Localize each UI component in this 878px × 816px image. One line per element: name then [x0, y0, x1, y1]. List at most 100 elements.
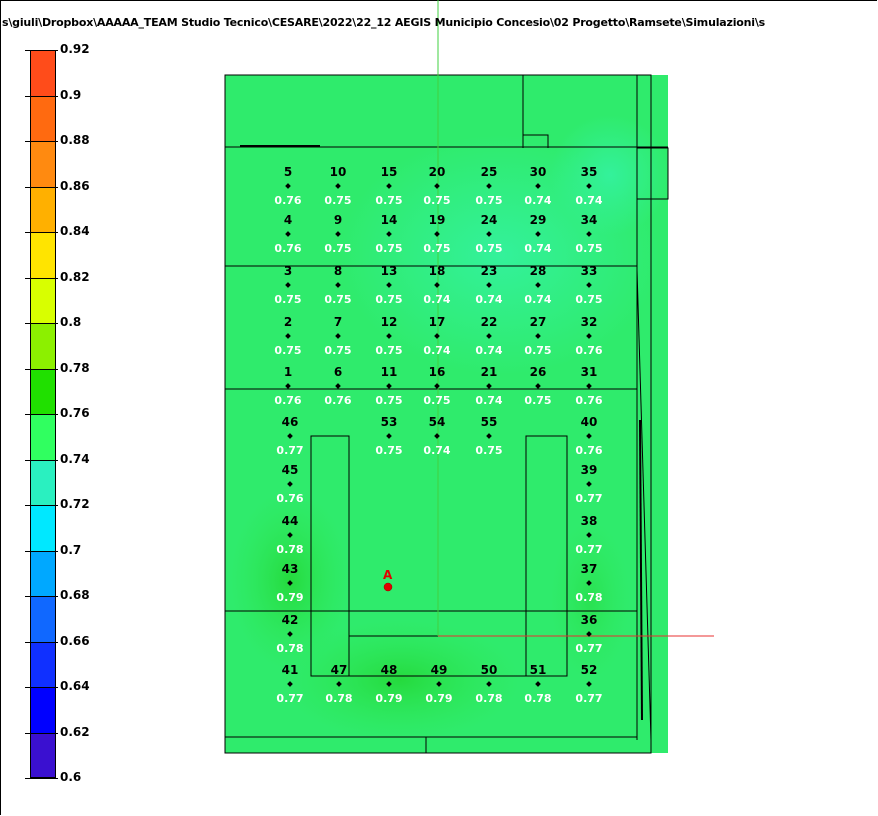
receiver-point[interactable]: 260.75: [524, 365, 551, 407]
receiver-point[interactable]: 530.75: [375, 415, 402, 457]
receiver-point[interactable]: 240.75: [475, 213, 502, 255]
receiver-dot: [386, 183, 392, 189]
legend-tick: [25, 732, 58, 734]
source-point[interactable]: [383, 582, 393, 592]
receiver-value: 0.77: [276, 692, 303, 705]
receiver-number: 55: [481, 415, 498, 429]
receiver-point[interactable]: 300.74: [524, 165, 551, 207]
receiver-number: 21: [481, 365, 498, 379]
receiver-point[interactable]: 210.74: [475, 365, 502, 407]
receiver-point[interactable]: 110.75: [375, 365, 402, 407]
receiver-dot: [336, 681, 342, 687]
receiver-point[interactable]: 540.74: [423, 415, 450, 457]
receiver-value: 0.75: [423, 394, 450, 407]
receiver-point[interactable]: 170.74: [423, 315, 450, 357]
receiver-number: 16: [429, 365, 446, 379]
receiver-point[interactable]: 140.75: [375, 213, 402, 255]
legend-label: 0.78: [60, 360, 90, 375]
receiver-number: 23: [481, 264, 498, 278]
receiver-number: 54: [429, 415, 446, 429]
receiver-point[interactable]: 500.78: [475, 663, 502, 705]
receiver-point[interactable]: 70.75: [324, 315, 351, 357]
receiver-point[interactable]: 20.75: [274, 315, 301, 357]
legend-label: 0.6: [60, 770, 82, 784]
receiver-value: 0.74: [423, 344, 450, 357]
receiver-point[interactable]: 550.75: [475, 415, 502, 457]
receiver-number: 50: [481, 663, 498, 677]
receiver-point[interactable]: 220.74: [475, 315, 502, 357]
receiver-number: 38: [581, 514, 598, 528]
receiver-dot: [335, 183, 341, 189]
receiver-number: 22: [481, 315, 498, 329]
receiver-number: 6: [334, 365, 342, 379]
receiver-point[interactable]: 130.75: [375, 264, 402, 306]
receiver-number: 29: [530, 213, 547, 227]
receiver-point[interactable]: 40.76: [274, 213, 301, 255]
receiver-point[interactable]: 480.79: [375, 663, 402, 705]
receiver-point[interactable]: 90.75: [324, 213, 351, 255]
receiver-dot: [386, 231, 392, 237]
receiver-point[interactable]: 390.77: [575, 463, 602, 505]
receiver-dot: [285, 333, 291, 339]
receiver-point[interactable]: 80.75: [324, 264, 351, 306]
receiver-point[interactable]: 120.75: [375, 315, 402, 357]
receiver-point[interactable]: 460.77: [276, 415, 303, 457]
receiver-point[interactable]: 510.78: [524, 663, 551, 705]
receiver-point[interactable]: 430.79: [276, 562, 303, 604]
receiver-number: 28: [530, 264, 547, 278]
receiver-point[interactable]: 230.74: [475, 264, 502, 306]
receiver-point[interactable]: 50.76: [274, 165, 301, 207]
legend-tick: [25, 141, 58, 142]
receiver-dot: [535, 231, 541, 237]
receiver-value: 0.78: [325, 692, 352, 705]
receiver-point[interactable]: 270.75: [524, 315, 551, 357]
receiver-point[interactable]: 470.78: [325, 663, 352, 705]
receiver-point[interactable]: 190.75: [423, 213, 450, 255]
legend-label: 0.82: [60, 269, 90, 284]
receiver-number: 35: [581, 165, 598, 179]
receiver-point[interactable]: 350.74: [575, 165, 602, 207]
receiver-point[interactable]: 450.76: [276, 463, 303, 505]
receiver-point[interactable]: 200.75: [423, 165, 450, 207]
receiver-point[interactable]: 60.76: [324, 365, 351, 407]
receiver-point[interactable]: 10.76: [274, 365, 301, 407]
receiver-value: 0.74: [423, 293, 450, 306]
receiver-point[interactable]: 250.75: [475, 165, 502, 207]
receiver-point[interactable]: 340.75: [575, 213, 602, 255]
receiver-point[interactable]: 100.75: [324, 165, 351, 207]
receiver-dot: [486, 183, 492, 189]
receiver-value: 0.76: [274, 242, 301, 255]
receiver-dot: [586, 383, 592, 389]
receiver-point[interactable]: 420.78: [276, 613, 303, 655]
receiver-point[interactable]: 360.77: [575, 613, 602, 655]
legend-tick: [25, 414, 58, 415]
receiver-value: 0.79: [425, 692, 452, 705]
receiver-point[interactable]: 310.76: [575, 365, 602, 407]
receiver-point[interactable]: 30.75: [274, 264, 301, 306]
receiver-value: 0.74: [524, 242, 551, 255]
receiver-point[interactable]: 410.77: [276, 663, 303, 705]
receiver-point[interactable]: 320.76: [575, 315, 602, 357]
legend-swatch: [30, 505, 56, 552]
receiver-value: 0.74: [524, 293, 551, 306]
receiver-point[interactable]: 490.79: [425, 663, 452, 705]
receiver-point[interactable]: 380.77: [575, 514, 602, 556]
receiver-point[interactable]: 160.75: [423, 365, 450, 407]
receiver-value: 0.78: [276, 642, 303, 655]
receiver-point[interactable]: 280.74: [524, 264, 551, 306]
receiver-dot: [285, 231, 291, 237]
receiver-value: 0.77: [575, 543, 602, 556]
receiver-point[interactable]: 290.74: [524, 213, 551, 255]
receiver-point[interactable]: 150.75: [375, 165, 402, 207]
receiver-point[interactable]: 400.76: [575, 415, 602, 457]
receiver-point[interactable]: 330.75: [575, 264, 602, 306]
receiver-point[interactable]: 180.74: [423, 264, 450, 306]
receiver-number: 10: [330, 165, 347, 179]
source-marker[interactable]: A: [383, 568, 393, 592]
receiver-point[interactable]: 520.77: [575, 663, 602, 705]
receiver-dot: [535, 681, 541, 687]
receiver-point[interactable]: 440.78: [276, 514, 303, 556]
receiver-point[interactable]: 370.78: [575, 562, 602, 604]
receiver-value: 0.76: [575, 444, 602, 457]
